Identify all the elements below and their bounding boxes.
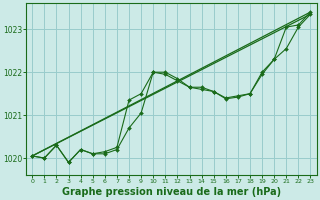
X-axis label: Graphe pression niveau de la mer (hPa): Graphe pression niveau de la mer (hPa): [62, 187, 281, 197]
